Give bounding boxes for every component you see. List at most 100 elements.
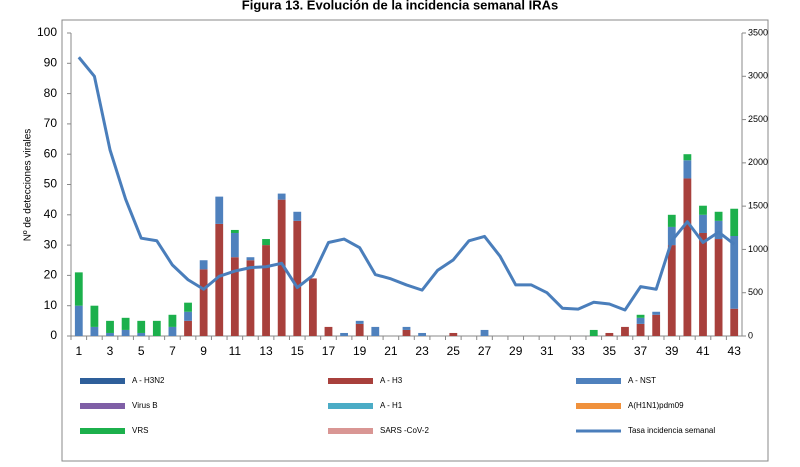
y2-tick-label: 3500 <box>748 27 768 37</box>
bar-segment <box>184 320 192 336</box>
legend-swatch <box>576 378 621 384</box>
bar-segment <box>293 220 302 336</box>
bar-segment <box>90 305 99 327</box>
x-tick-label: 29 <box>509 344 523 358</box>
y-axis-label: Nº de detecciones virales <box>23 129 34 242</box>
legend-label: Tasa incidencia semanal <box>628 426 715 435</box>
bar-segment <box>106 320 114 333</box>
x-tick-label: 3 <box>107 344 114 358</box>
bar-segment <box>449 332 458 336</box>
x-tick-label: 21 <box>384 344 398 358</box>
x-tick-label: 7 <box>169 344 176 358</box>
bar-segment <box>683 178 692 336</box>
x-tick-label: 17 <box>322 344 336 358</box>
y-tick-label: 10 <box>44 298 58 312</box>
bar-segment <box>246 257 255 261</box>
bar-segment <box>402 329 411 336</box>
legend-swatch <box>328 428 373 434</box>
bar-segment <box>199 269 208 336</box>
y-tick-label: 90 <box>44 55 58 69</box>
bar-segment <box>215 223 224 336</box>
x-tick-label: 13 <box>259 344 273 358</box>
bar-segment <box>714 220 723 240</box>
bar-segment <box>184 311 192 321</box>
y-tick-label: 50 <box>44 177 58 191</box>
y2-tick-label: 3000 <box>748 71 768 81</box>
bar-segment <box>667 245 676 336</box>
bar-segment <box>277 199 286 336</box>
bar-segment <box>262 239 270 246</box>
bar-segment <box>667 226 676 246</box>
bar-segment <box>480 329 489 336</box>
y-tick-label: 0 <box>50 328 57 342</box>
bar-segment <box>730 236 739 309</box>
bar-segment <box>74 305 83 336</box>
bar-segment <box>683 160 692 179</box>
x-tick-label: 43 <box>728 344 742 358</box>
x-tick-label: 27 <box>478 344 492 358</box>
legend-swatch <box>80 378 125 384</box>
bar-segment <box>106 332 114 336</box>
bar-segment <box>230 232 239 258</box>
y2-tick-label: 1500 <box>748 201 768 211</box>
bar-segment <box>714 239 723 336</box>
bar-segment <box>340 332 348 336</box>
legend-label: SARS -CoV-2 <box>380 426 429 435</box>
legend-swatch <box>328 403 373 409</box>
y2-tick-label: 2500 <box>748 114 768 124</box>
x-tick-label: 25 <box>447 344 461 358</box>
bar-segment <box>121 317 130 330</box>
bar-segment <box>714 211 723 221</box>
bar-segment <box>355 320 364 324</box>
bar-segment <box>121 329 130 336</box>
bar-segment <box>277 193 286 200</box>
bar-segment <box>621 326 629 336</box>
bar-segment <box>699 214 707 233</box>
y-tick-label: 80 <box>44 86 58 100</box>
legend-swatch <box>576 403 621 409</box>
chart-title: Figura 13. Evolución de la incidencia se… <box>242 0 558 12</box>
bar-segment <box>324 326 333 336</box>
bar-segment <box>418 332 427 336</box>
x-tick-label: 15 <box>291 344 305 358</box>
x-tick-label: 41 <box>696 344 710 358</box>
legend-label: A - H3N2 <box>132 376 165 385</box>
bar-segment <box>652 314 661 336</box>
legend-label: A(H1N1)pdm09 <box>628 401 684 410</box>
x-tick-label: 19 <box>353 344 367 358</box>
x-tick-label: 31 <box>540 344 554 358</box>
legend-swatch <box>80 403 125 409</box>
y2-tick-label: 0 <box>748 330 753 340</box>
legend-label: VRS <box>132 426 148 435</box>
bar-segment <box>605 332 614 336</box>
bar-segment <box>371 326 380 336</box>
y-tick-label: 30 <box>44 237 58 251</box>
bar-segment <box>168 326 177 336</box>
y-tick-label: 40 <box>44 207 58 221</box>
bar-segment <box>308 278 317 336</box>
bar-segment <box>699 205 707 215</box>
bar-segment <box>137 332 146 336</box>
bar-segment <box>402 326 411 330</box>
x-tick-label: 23 <box>415 344 429 358</box>
bar-segment <box>636 314 645 318</box>
bar-segment <box>90 326 99 336</box>
x-tick-label: 11 <box>229 344 242 358</box>
legend-label: A - H3 <box>380 376 403 385</box>
bar-segment <box>137 320 146 333</box>
bar-segment <box>262 245 270 336</box>
y-tick-label: 60 <box>44 146 58 160</box>
legend-swatch <box>328 378 373 384</box>
legend-label: Virus B <box>132 401 158 410</box>
bar-segment <box>199 260 208 270</box>
bar-segment <box>667 214 676 227</box>
bar-segment <box>215 196 224 224</box>
legend-label: A - NST <box>628 376 656 385</box>
bar-segment <box>730 308 739 336</box>
bar-segment <box>730 208 739 237</box>
bar-segment <box>184 302 192 312</box>
y-tick-label: 70 <box>44 116 58 130</box>
y-tick-label: 100 <box>37 25 57 39</box>
bar-segment <box>683 154 692 161</box>
